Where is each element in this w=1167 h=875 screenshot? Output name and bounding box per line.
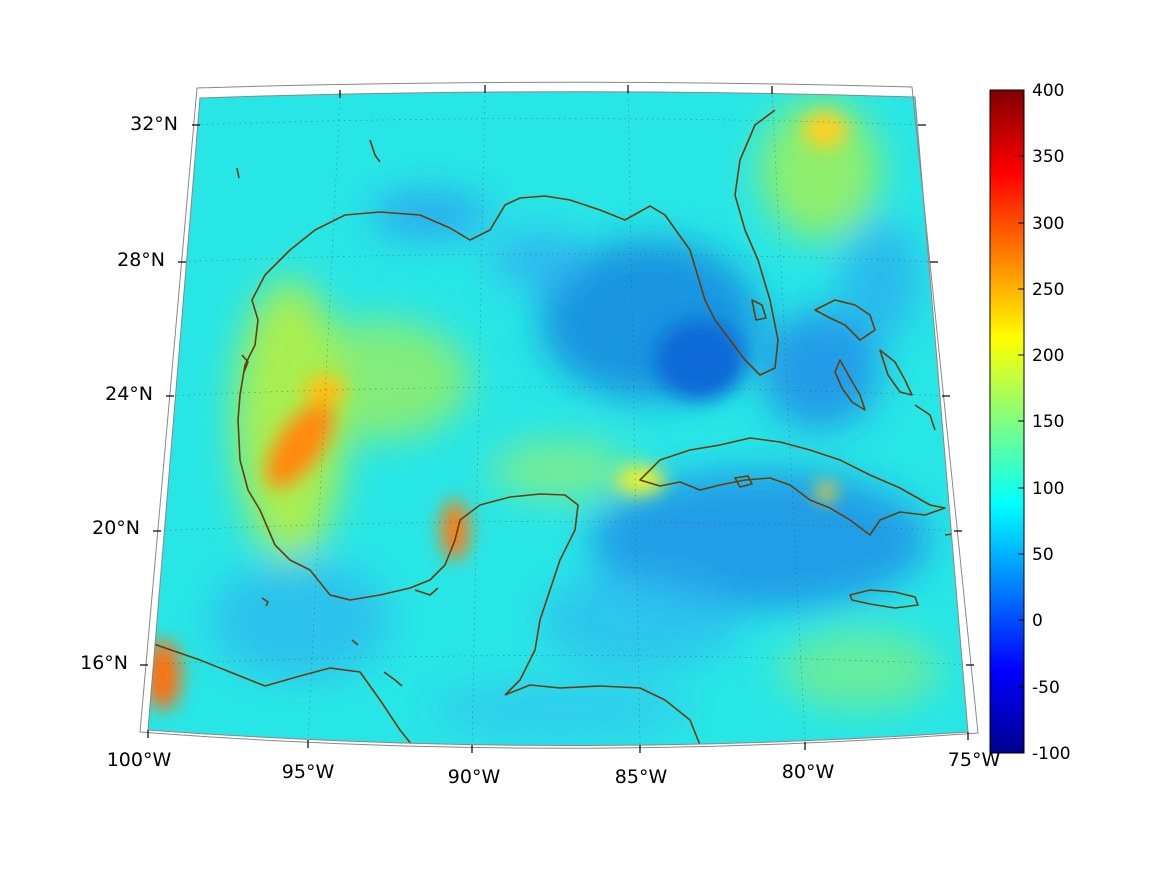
lon-label: 90°W bbox=[448, 766, 501, 788]
lon-label: 75°W bbox=[948, 749, 1001, 771]
colorbar-tick-label: -100 bbox=[1032, 744, 1071, 764]
lat-label: 24°N bbox=[105, 383, 153, 405]
colorbar-tick-label: 350 bbox=[1032, 147, 1064, 167]
lon-label: 100°W bbox=[107, 749, 172, 771]
lon-label: 85°W bbox=[615, 766, 668, 788]
lat-label: 28°N bbox=[117, 249, 165, 271]
map-frame bbox=[139, 81, 979, 749]
lat-label: 32°N bbox=[130, 113, 178, 135]
colorbar-ticks bbox=[1018, 89, 1024, 754]
colorbar-tick-label: 100 bbox=[1032, 479, 1064, 499]
lat-label: 20°N bbox=[92, 517, 140, 539]
colorbar-tick-label: 150 bbox=[1032, 412, 1064, 432]
lon-label: 95°W bbox=[282, 761, 335, 783]
colorbar-tick-label: 400 bbox=[1032, 81, 1064, 101]
colorbar-tick-label: 300 bbox=[1032, 214, 1064, 234]
lat-label: 16°N bbox=[80, 652, 128, 674]
latitude-labels: 32°N 28°N 24°N 20°N 16°N bbox=[80, 113, 178, 674]
longitude-labels: 100°W 95°W 90°W 85°W 80°W 75°W bbox=[107, 749, 1001, 788]
colorbar-tick-label: 0 bbox=[1032, 611, 1043, 631]
anomaly-field bbox=[148, 91, 968, 746]
colorbar-tick-label: -50 bbox=[1032, 678, 1060, 698]
colorbar: 400 350 300 250 200 150 100 50 0 -50 -10… bbox=[989, 81, 1071, 764]
colorbar-tick-label: 50 bbox=[1032, 545, 1054, 565]
graticule bbox=[148, 91, 968, 746]
lon-label: 80°W bbox=[782, 761, 835, 783]
colorbar-tick-label: 250 bbox=[1032, 280, 1064, 300]
colorbar-tick-label: 200 bbox=[1032, 346, 1064, 366]
frame-ticks bbox=[140, 85, 974, 753]
coastlines bbox=[148, 109, 968, 746]
